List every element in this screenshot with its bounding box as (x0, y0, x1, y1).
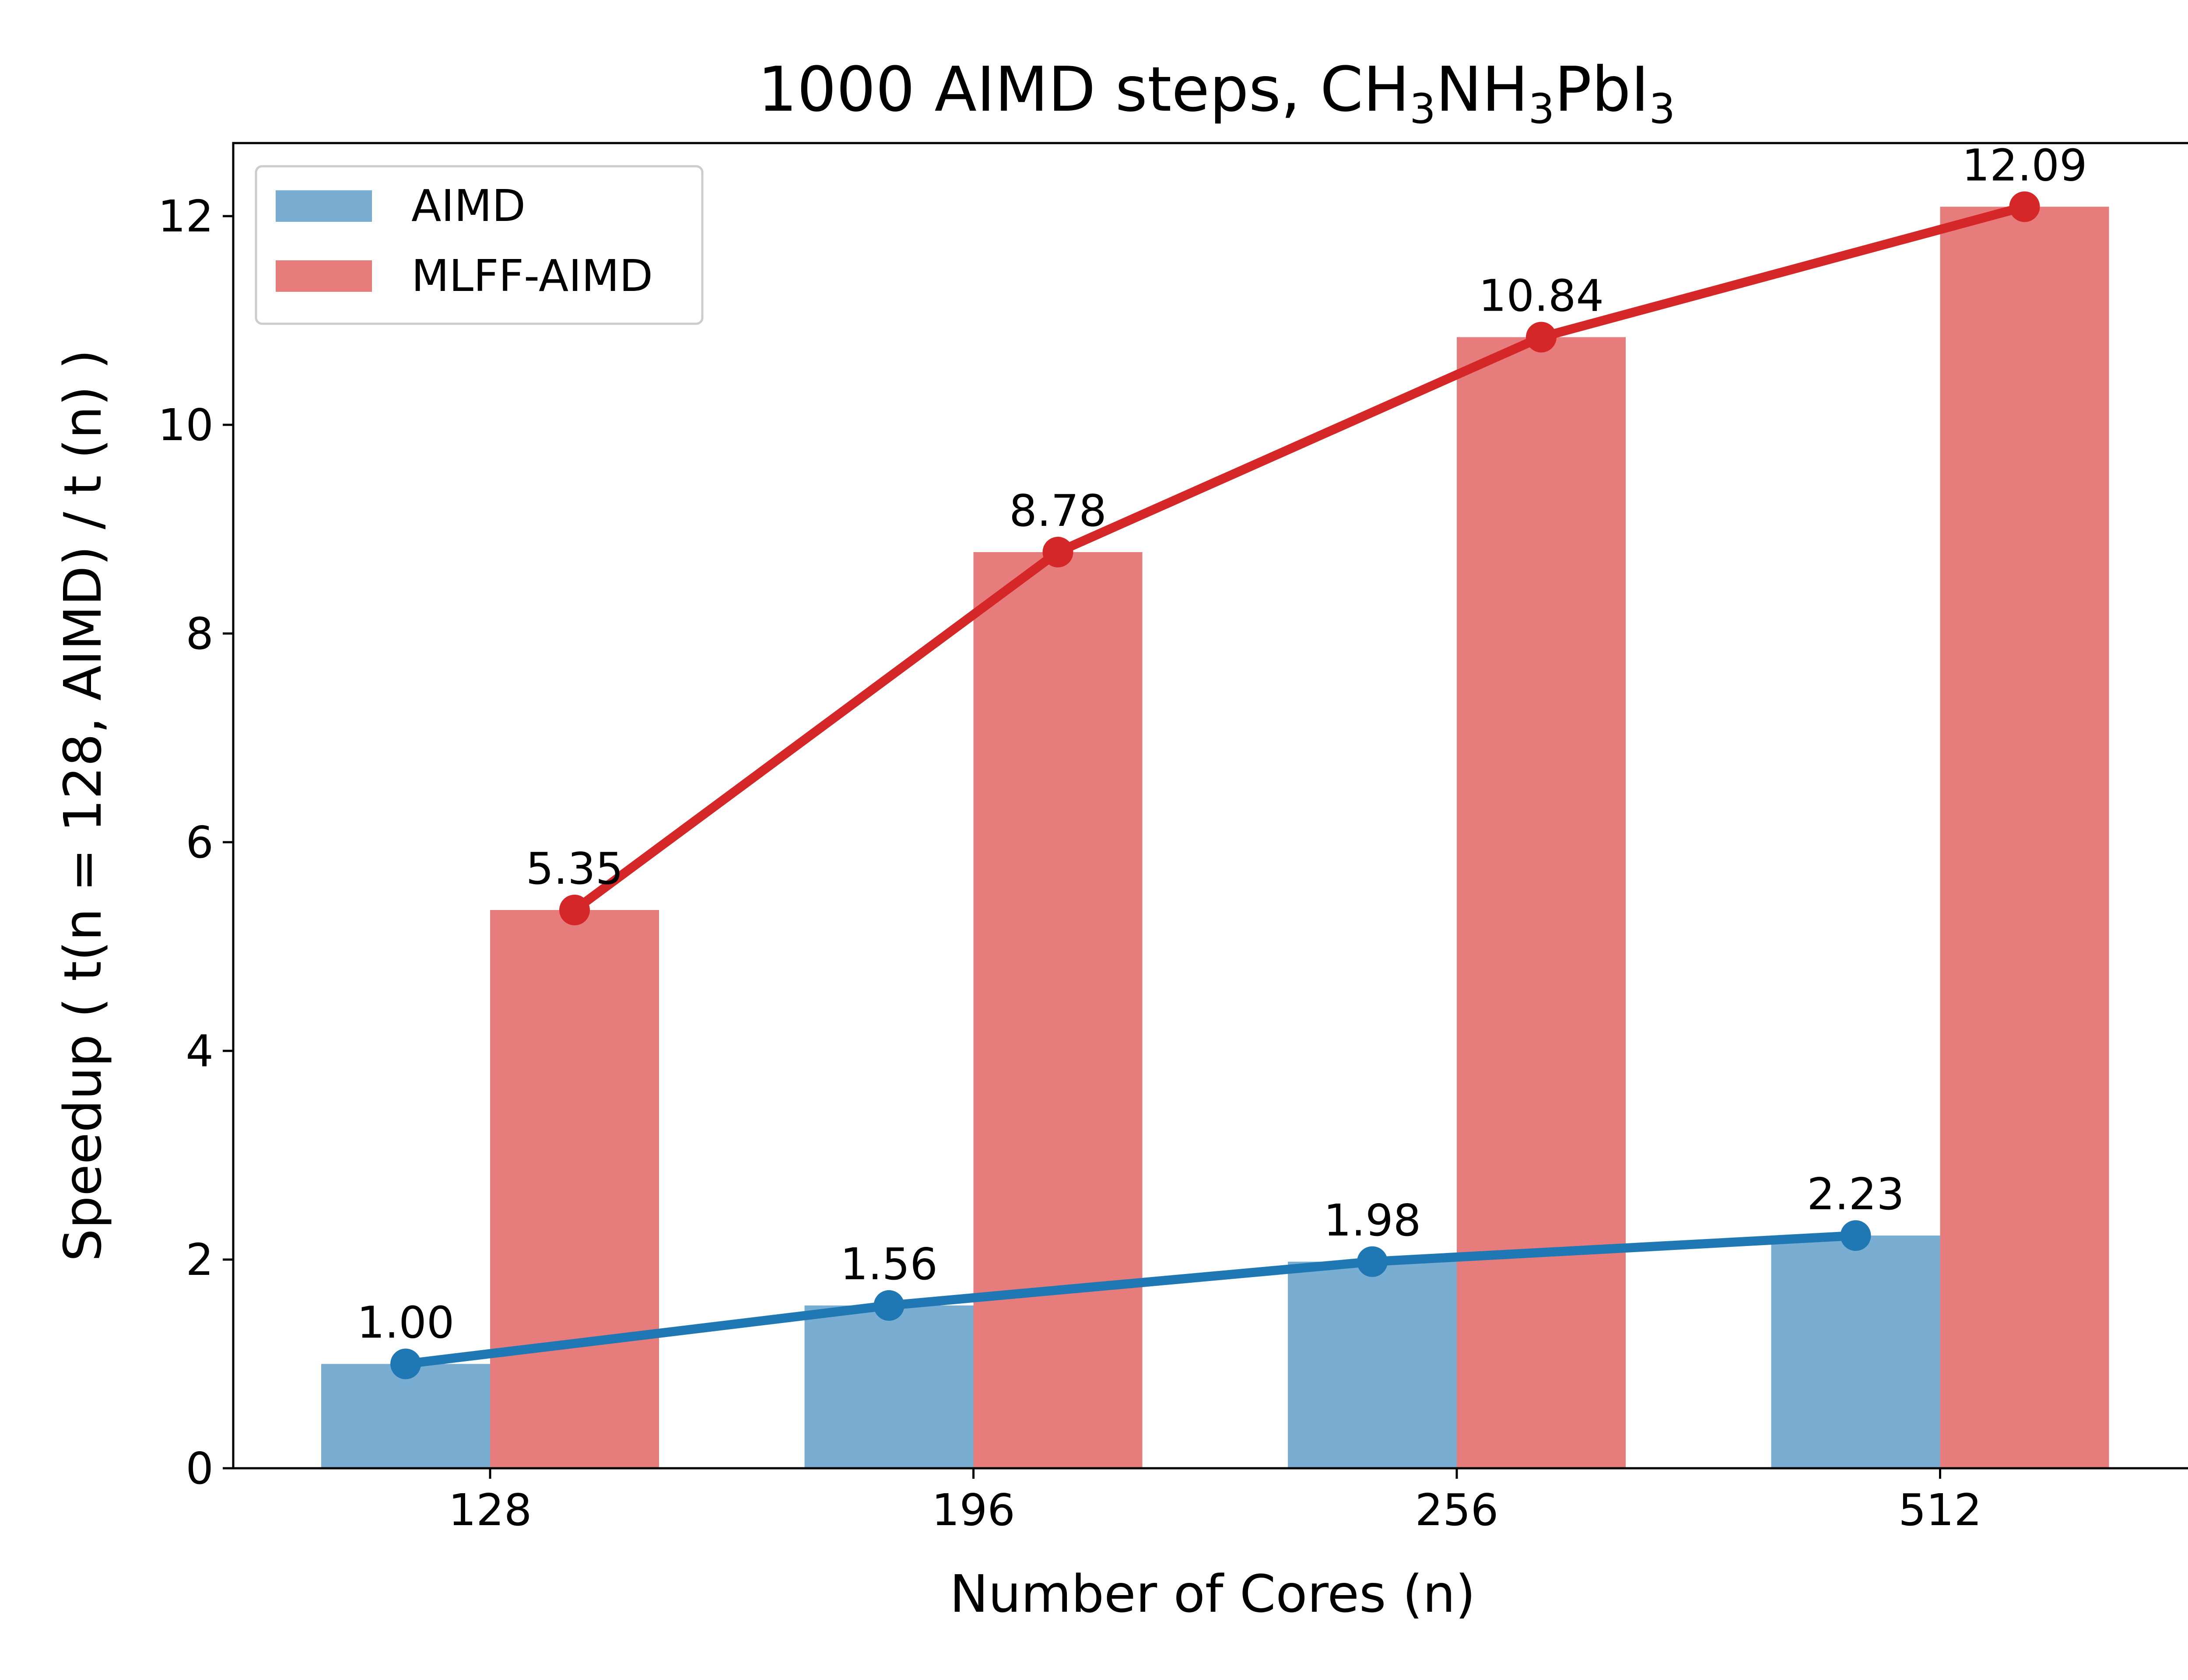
chart-title-part-2: NH (1436, 54, 1529, 126)
x-axis-label: Number of Cores (n) (950, 1564, 1476, 1624)
chart-title-part-1: 3 (1410, 85, 1436, 133)
lines-layer (390, 191, 2040, 1379)
x-tick-label-512: 512 (1898, 1484, 1982, 1536)
y-tick-label-12: 12 (158, 191, 214, 242)
legend-label-mlff-aimd: MLFF-AIMD (411, 250, 653, 301)
y-axis-ticks: 0 2 4 6 8 10 12 (158, 191, 233, 1494)
legend-swatch-mlff-aimd (276, 260, 372, 292)
y-tick-label-10: 10 (158, 399, 214, 451)
chart-title-part-0: 1000 AIMD steps, CH (758, 54, 1410, 126)
bar-mlff-aimd-256 (1457, 337, 1626, 1469)
bar-aimd-128 (321, 1364, 490, 1468)
chart-title-part-3: 3 (1528, 85, 1554, 133)
y-tick-label-8: 8 (186, 608, 214, 659)
bar-aimd-196 (804, 1305, 974, 1468)
bar-mlff-aimd-196 (973, 552, 1143, 1468)
point-mlff-aimd-128 (559, 895, 590, 926)
data-label-aimd-128: 1.00 (357, 1297, 455, 1348)
point-mlff-aimd-256 (1526, 322, 1557, 353)
point-aimd-256 (1357, 1246, 1388, 1277)
point-aimd-196 (873, 1290, 905, 1321)
point-aimd-128 (390, 1348, 421, 1379)
plot-area-frame (232, 142, 2188, 1470)
chart-title-part-4: PbI (1554, 54, 1649, 126)
bar-aimd-512 (1771, 1236, 1940, 1468)
data-label-mlff-aimd-256: 10.84 (1479, 270, 1604, 322)
y-axis-label: Speedup ( t(n = 128, AIMD) / t (n) ) (53, 349, 113, 1261)
bar-aimd-256 (1288, 1261, 1457, 1468)
bars-layer (321, 206, 2109, 1469)
data-label-mlff-aimd-512: 12.09 (1962, 140, 2087, 191)
y-tick-label-2: 2 (186, 1234, 214, 1285)
data-label-mlff-aimd-196: 8.78 (1009, 485, 1107, 536)
point-aimd-512 (1840, 1220, 1871, 1251)
line-aimd (401, 1231, 1860, 1368)
data-label-mlff-aimd-128: 5.35 (526, 843, 624, 894)
point-mlff-aimd-196 (1042, 536, 1073, 567)
y-tick-label-6: 6 (186, 817, 214, 868)
bar-mlff-aimd-128 (490, 910, 659, 1468)
line-mlff-aimd (570, 202, 2029, 915)
x-tick-label-128: 128 (449, 1484, 532, 1536)
data-label-aimd-256: 1.98 (1324, 1195, 1421, 1246)
chart-title: 1000 AIMD steps, CH3NH3PbI3 (758, 54, 1675, 133)
point-mlff-aimd-512 (2009, 191, 2040, 222)
y-tick-label-4: 4 (186, 1026, 214, 1077)
y-tick-label-0: 0 (186, 1443, 214, 1494)
legend-label-aimd: AIMD (411, 180, 526, 231)
legend: AIMD MLFF-AIMD (255, 165, 704, 325)
data-label-aimd-196: 1.56 (840, 1239, 938, 1290)
x-tick-label-256: 256 (1415, 1484, 1499, 1536)
legend-swatch-aimd (276, 190, 372, 222)
data-label-aimd-512: 2.23 (1807, 1169, 1904, 1220)
chart-title-part-5: 3 (1649, 85, 1675, 133)
bar-mlff-aimd-512 (1940, 206, 2109, 1469)
data-labels-layer: 1.00 1.56 1.98 2.23 5.35 8.78 10.84 12.09 (357, 140, 2087, 1348)
x-tick-label-196: 196 (932, 1484, 1015, 1536)
x-axis-ticks: 128 196 256 512 (449, 1468, 1982, 1536)
